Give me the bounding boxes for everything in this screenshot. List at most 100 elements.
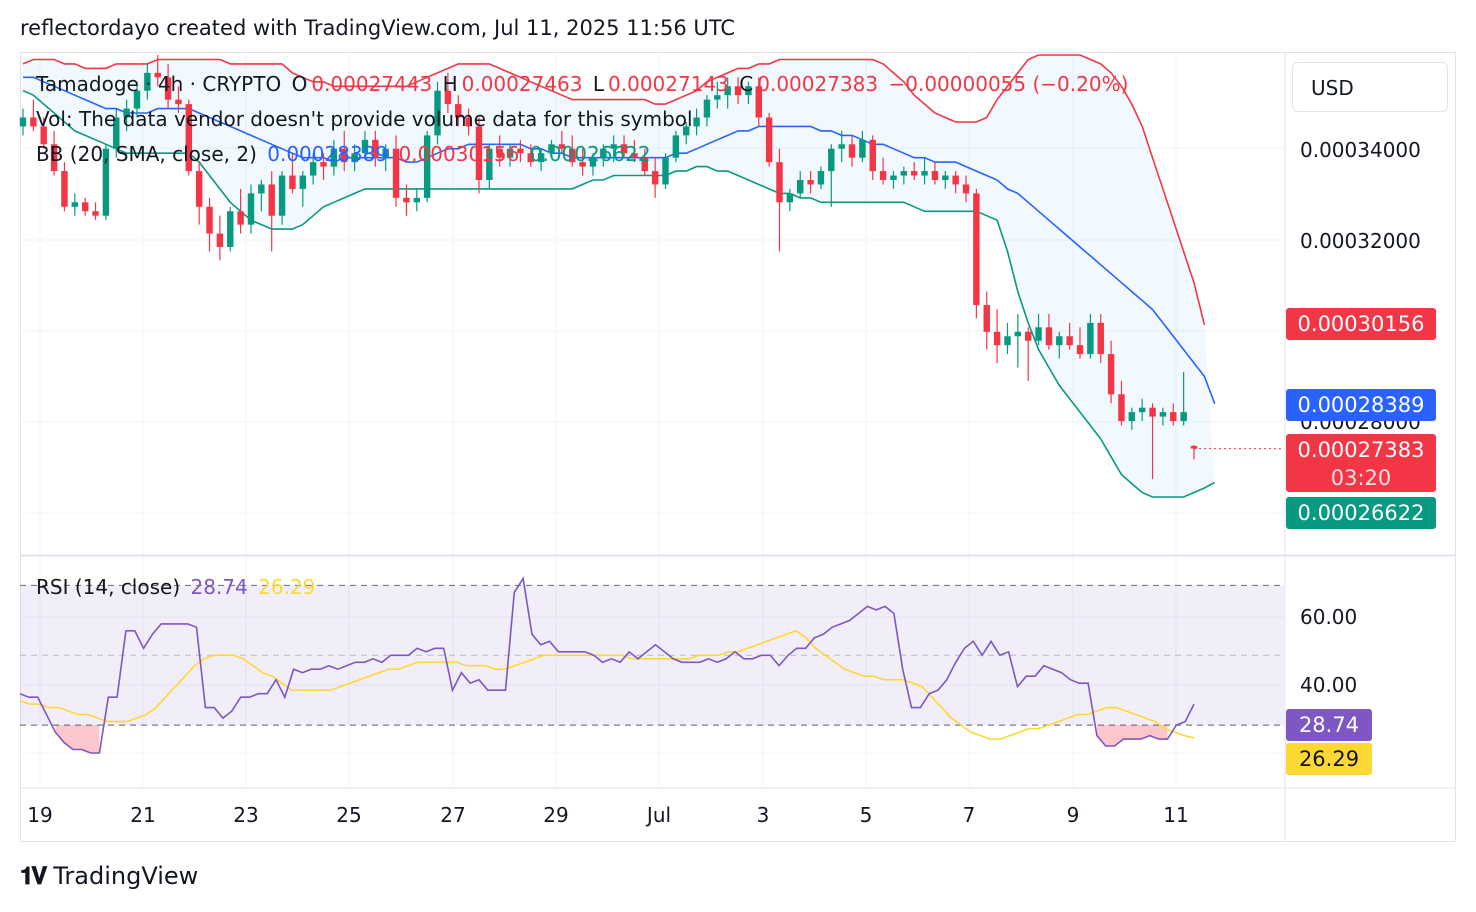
x-axis-label: 11 xyxy=(1163,803,1189,827)
candle-body xyxy=(372,139,379,158)
candle-body xyxy=(1004,336,1011,346)
candle-body xyxy=(434,90,441,136)
candle-body xyxy=(952,175,959,185)
tradingview-logo-icon: 𝟏𝐕 xyxy=(20,862,47,890)
candle-body xyxy=(1035,327,1042,341)
candle-body xyxy=(1107,354,1115,395)
candle-body xyxy=(910,171,918,176)
rsi-ma-line xyxy=(19,629,1195,740)
candle-body xyxy=(320,162,327,167)
candle-body xyxy=(942,175,949,180)
candle-body xyxy=(309,162,317,176)
candle-body xyxy=(50,144,58,172)
candle-body xyxy=(569,148,576,163)
symbol-name[interactable]: Tamadoge · 4h · CRYPTO xyxy=(36,72,282,96)
high-value: 0.00027463 xyxy=(461,72,583,96)
candle-body xyxy=(123,108,130,118)
candle-body xyxy=(879,171,887,180)
candle-body xyxy=(113,117,120,149)
rsi-legend[interactable]: RSI (14, close) 28.74 26.29 xyxy=(36,575,319,599)
candle-body xyxy=(216,233,224,247)
candle-body xyxy=(1066,336,1073,346)
candle-body xyxy=(1128,412,1136,422)
candle-body xyxy=(1024,331,1032,341)
candle-body xyxy=(195,171,203,207)
candle-body xyxy=(983,305,990,332)
candle-body xyxy=(631,153,638,158)
candle-body xyxy=(175,99,182,105)
currency-button[interactable]: USD xyxy=(1292,62,1448,112)
x-axis-label: 9 xyxy=(1066,803,1080,827)
candle-body xyxy=(1180,412,1187,422)
low-value: 0.00027143 xyxy=(608,72,729,96)
candle-body xyxy=(164,77,172,100)
candle-body xyxy=(714,95,721,100)
bb-upper-line xyxy=(22,54,1206,325)
rsi-oversold-fill xyxy=(1096,725,1168,746)
candle-body xyxy=(755,86,762,118)
rsi-value: 28.74 xyxy=(190,575,248,599)
candle-body xyxy=(475,126,483,180)
candle-body xyxy=(1045,327,1053,346)
candle-body xyxy=(61,171,68,207)
candle-body xyxy=(227,211,234,247)
close-label: C xyxy=(739,72,754,96)
candle-body xyxy=(610,144,617,149)
candle-body xyxy=(144,72,151,91)
candle-body xyxy=(361,139,369,154)
rsi-tag: 28.74 xyxy=(1286,709,1372,741)
candle-body xyxy=(931,171,939,180)
candle-body xyxy=(1170,412,1177,422)
candle-body xyxy=(403,197,410,203)
candle-body xyxy=(859,139,866,158)
candle-body xyxy=(962,184,970,194)
candle-body xyxy=(351,153,358,163)
candle-body xyxy=(1097,322,1104,355)
candle-body xyxy=(289,175,296,189)
candle-body xyxy=(776,162,783,203)
bb-legend[interactable]: BB (20, SMA, close, 2) 0.00028389 0.0003… xyxy=(36,142,655,166)
candle-body xyxy=(444,90,452,105)
candle-body xyxy=(30,117,37,127)
candle-body xyxy=(807,180,814,185)
candle-body xyxy=(973,193,980,305)
bb-mid-line xyxy=(23,76,1216,404)
x-axis-label: 21 xyxy=(130,803,156,827)
candle-body xyxy=(724,86,731,96)
candle-body xyxy=(185,104,193,172)
candle-body xyxy=(734,86,742,96)
rsi-ma-value: 26.29 xyxy=(258,575,316,599)
x-axis-label: 3 xyxy=(756,803,770,827)
candle-body xyxy=(641,157,648,172)
candle-body xyxy=(19,117,27,127)
candle-body xyxy=(1014,331,1022,337)
candle-body xyxy=(848,144,856,158)
chart-header: reflectordayo created with TradingView.c… xyxy=(20,16,736,40)
candle-body xyxy=(693,117,700,127)
rsi-axis-label: 60.00 xyxy=(1300,605,1358,629)
high-label: H xyxy=(442,72,458,96)
candle-body xyxy=(838,144,845,149)
candle-body xyxy=(237,211,244,225)
tradingview-logo[interactable]: 𝟏𝐕 TradingView xyxy=(20,862,198,890)
candle-body xyxy=(506,148,514,158)
candle-body xyxy=(537,153,545,163)
bb-mid-tag: 0.00028389 xyxy=(1286,389,1436,421)
rsi-oversold-fill xyxy=(55,725,100,753)
x-axis-label: Jul xyxy=(646,803,672,827)
candle-body xyxy=(392,148,400,198)
candle-body xyxy=(71,202,79,207)
candle-body xyxy=(81,202,89,212)
candle-body xyxy=(765,117,773,163)
bb-lower-value: 0.00026622 xyxy=(529,142,651,166)
candle-body xyxy=(921,171,928,176)
candle-body xyxy=(330,148,338,167)
candle-body xyxy=(683,126,690,136)
candle-body xyxy=(154,72,161,78)
x-axis-label: 19 xyxy=(27,803,53,827)
candle-body xyxy=(341,148,348,163)
volume-legend: Vol: The data vendor doesn't provide vol… xyxy=(36,107,693,131)
candle-body xyxy=(1190,445,1198,449)
candle-body xyxy=(92,211,99,216)
